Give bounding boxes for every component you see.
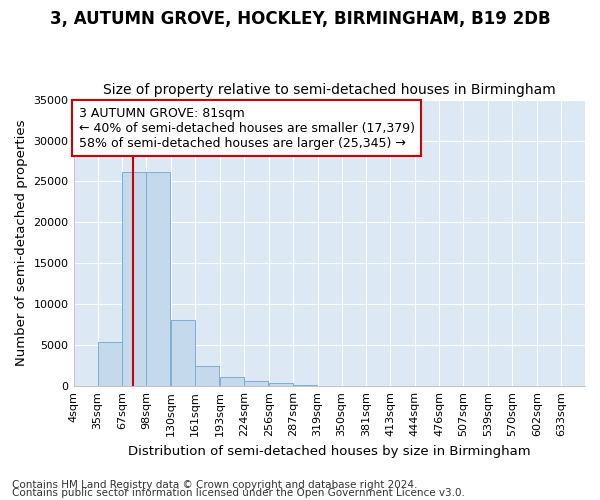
Bar xyxy=(195,366,219,386)
Bar xyxy=(244,382,268,386)
Text: 3, AUTUMN GROVE, HOCKLEY, BIRMINGHAM, B19 2DB: 3, AUTUMN GROVE, HOCKLEY, BIRMINGHAM, B1… xyxy=(50,10,550,28)
Bar xyxy=(98,342,122,386)
Bar xyxy=(146,172,170,386)
Bar xyxy=(220,377,244,386)
Bar xyxy=(293,384,317,386)
Title: Size of property relative to semi-detached houses in Birmingham: Size of property relative to semi-detach… xyxy=(103,83,556,97)
Y-axis label: Number of semi-detached properties: Number of semi-detached properties xyxy=(15,120,28,366)
Text: 3 AUTUMN GROVE: 81sqm
← 40% of semi-detached houses are smaller (17,379)
58% of : 3 AUTUMN GROVE: 81sqm ← 40% of semi-deta… xyxy=(79,106,415,150)
Text: Contains public sector information licensed under the Open Government Licence v3: Contains public sector information licen… xyxy=(12,488,465,498)
Bar xyxy=(122,172,146,386)
Bar xyxy=(171,320,195,386)
Text: Contains HM Land Registry data © Crown copyright and database right 2024.: Contains HM Land Registry data © Crown c… xyxy=(12,480,418,490)
Bar xyxy=(269,384,293,386)
X-axis label: Distribution of semi-detached houses by size in Birmingham: Distribution of semi-detached houses by … xyxy=(128,444,530,458)
